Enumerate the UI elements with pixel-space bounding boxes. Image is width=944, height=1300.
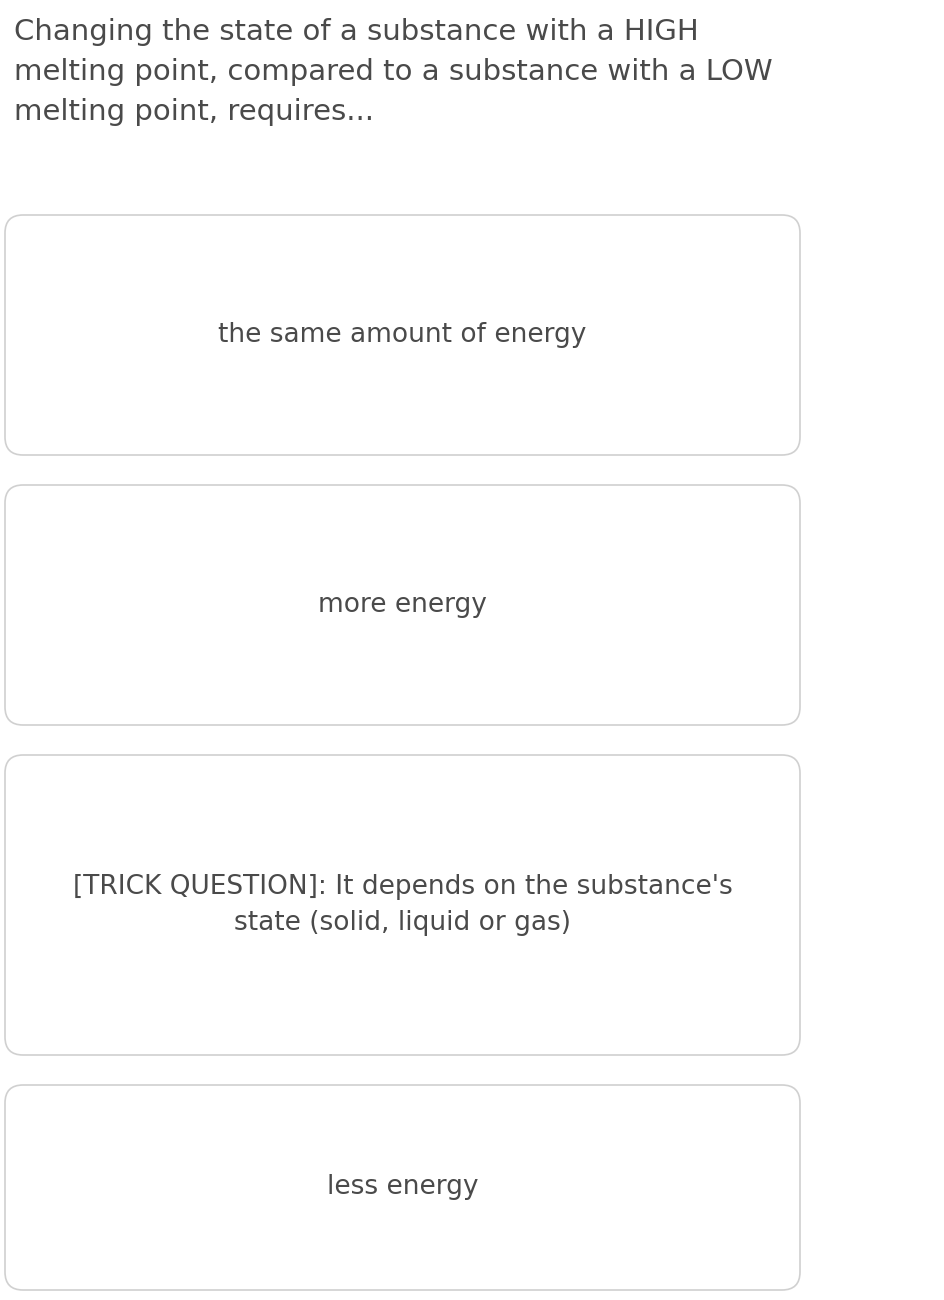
Text: less energy: less energy	[327, 1174, 479, 1200]
FancyBboxPatch shape	[5, 1086, 800, 1290]
Text: [TRICK QUESTION]: It depends on the substance's
state (solid, liquid or gas): [TRICK QUESTION]: It depends on the subs…	[73, 874, 733, 936]
FancyBboxPatch shape	[5, 485, 800, 725]
FancyBboxPatch shape	[5, 214, 800, 455]
FancyBboxPatch shape	[5, 755, 800, 1056]
Text: Changing the state of a substance with a HIGH
melting point, compared to a subst: Changing the state of a substance with a…	[14, 18, 772, 126]
Text: more energy: more energy	[318, 592, 487, 618]
Text: the same amount of energy: the same amount of energy	[218, 322, 586, 348]
